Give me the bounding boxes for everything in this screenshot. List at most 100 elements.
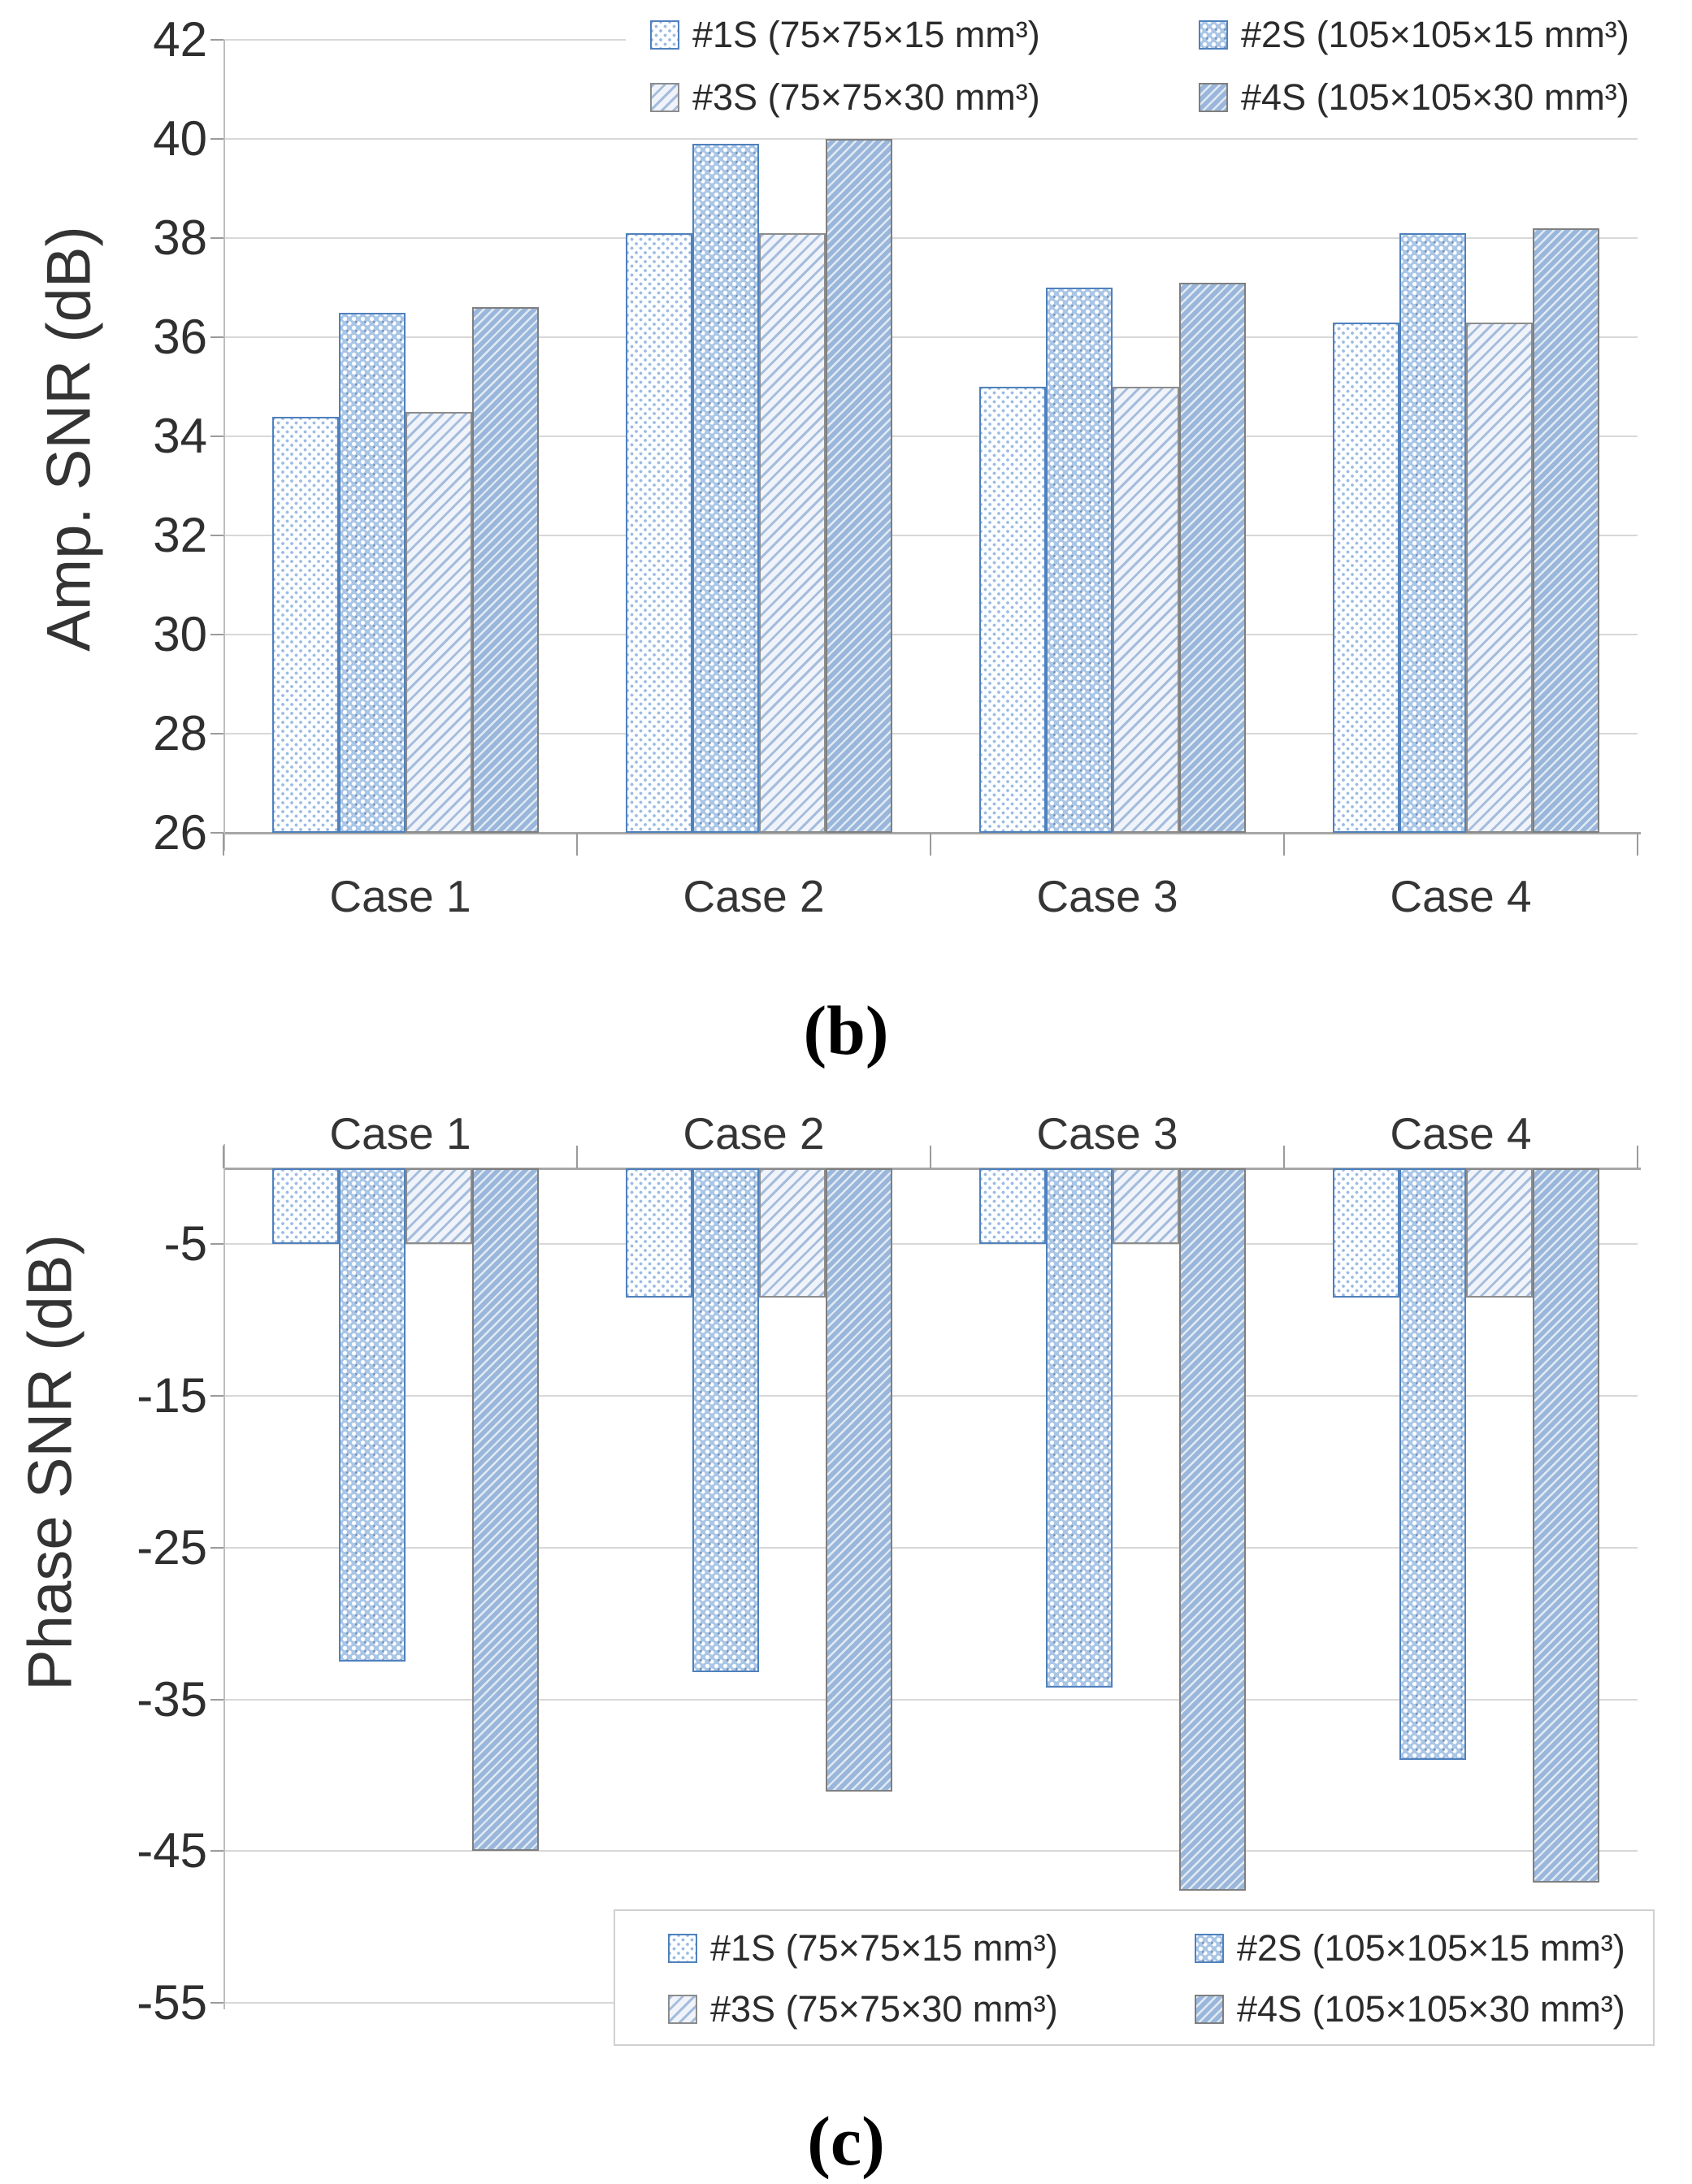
legend-entry-2s: #2S (105×105×15 mm³) [1199, 14, 1629, 56]
bar-4s-case-2 [826, 139, 892, 833]
dot-dense-icon [1195, 1934, 1224, 1963]
bar-2s-case-3 [1046, 288, 1113, 833]
bar-3s-case-2 [759, 1168, 826, 1298]
legend-label-3s: #3S (75×75×30 mm³) [692, 76, 1040, 118]
y-tick-label--25: -25 [137, 1519, 207, 1575]
legend-background [626, 0, 1658, 124]
gridline-38 [223, 237, 1638, 239]
gridline-32 [223, 535, 1638, 536]
category-label-3: Case 3 [1036, 1108, 1178, 1159]
category-label-4: Case 4 [1390, 1108, 1532, 1159]
bar-1s-case-4 [1333, 322, 1399, 833]
y-tick-label-28: 28 [153, 706, 207, 760]
amp-snr-chart: Amp. SNR (dB) 42 40 38 36 34 32 30 28 26 Case 1 Ca… [0, 0, 1692, 967]
y-tick-label-42: 42 [153, 12, 207, 67]
bar-3s-case-1 [406, 411, 472, 833]
bar-3s-case-3 [1113, 387, 1179, 833]
bar-3s-case-4 [1466, 1168, 1533, 1298]
y-tick-42 [210, 39, 223, 41]
y-tick--45 [210, 1850, 223, 1852]
bar-4s-case-3 [1179, 282, 1246, 833]
y-tick-label--35: -35 [137, 1671, 207, 1727]
y-tick-label--45: -45 [137, 1823, 207, 1878]
gridline--15 [223, 1395, 1638, 1398]
bar-2s-case-2 [692, 144, 759, 833]
bar-1s-case-3 [979, 1168, 1046, 1245]
legend-entry-2s: #2S (105×105×15 mm³) [1195, 1927, 1625, 1970]
gridline-36 [223, 336, 1638, 338]
legend-entry-1s: #1S (75×75×15 mm³) [650, 14, 1040, 56]
bar-1s-case-1 [272, 416, 339, 833]
bar-2s-case-4 [1399, 232, 1466, 833]
category-boundary-tick [1283, 1146, 1285, 1168]
gridline-34 [223, 436, 1638, 437]
x-axis-line [223, 832, 1641, 834]
gridline-30 [223, 634, 1638, 635]
panel-label-c: (c) [807, 2102, 885, 2180]
legend-entry-4s: #4S (105×105×30 mm³) [1199, 76, 1629, 119]
bar-1s-case-3 [979, 387, 1046, 833]
legend-entry-4s: #4S (105×105×30 mm³) [1195, 1988, 1625, 2030]
bar-3s-case-2 [759, 232, 826, 833]
category-label-2: Case 2 [683, 1108, 825, 1159]
legend-label-1s: #1S (75×75×15 mm³) [710, 1927, 1058, 1969]
bar-3s-case-1 [406, 1168, 472, 1245]
y-tick-40 [210, 138, 223, 140]
y-tick-38 [210, 237, 223, 239]
legend-entry-3s: #3S (75×75×30 mm³) [650, 76, 1040, 119]
bar-4s-case-4 [1533, 1168, 1599, 1883]
bar-3s-case-4 [1466, 322, 1533, 833]
gridline-28 [223, 733, 1638, 734]
legend-label-1s: #1S (75×75×15 mm³) [692, 14, 1040, 55]
legend-label-2s: #2S (105×105×15 mm³) [1237, 1927, 1625, 1969]
gridline-40 [223, 138, 1638, 140]
category-boundary-tick [1637, 1146, 1638, 1168]
legend-entry-1s: #1S (75×75×15 mm³) [668, 1927, 1058, 1970]
category-boundary-tick [576, 1146, 578, 1168]
y-tick--55 [210, 2002, 223, 2004]
bar-4s-case-1 [472, 307, 539, 833]
bar-1s-case-4 [1333, 1168, 1399, 1298]
gridline--25 [223, 1546, 1638, 1549]
bar-1s-case-1 [272, 1168, 339, 1245]
y-axis-line [223, 40, 225, 851]
y-tick-label--5: -5 [163, 1216, 207, 1272]
category-boundary-tick [930, 833, 931, 856]
legend-label-2s: #2S (105×105×15 mm³) [1241, 14, 1629, 55]
y-tick-label-38: 38 [153, 210, 207, 265]
y-tick-label-30: 30 [153, 607, 207, 661]
y-tick-28 [210, 733, 223, 734]
category-boundary-tick [930, 1146, 931, 1168]
gridline--35 [223, 1698, 1638, 1701]
bar-2s-case-3 [1046, 1168, 1113, 1688]
y-tick--15 [210, 1395, 223, 1398]
panel-label-b: (b) [803, 991, 889, 1069]
bar-2s-case-2 [692, 1168, 759, 1672]
category-boundary-tick [1283, 833, 1285, 856]
y-tick-30 [210, 634, 223, 635]
bar-4s-case-2 [826, 1168, 892, 1792]
y-tick-label-34: 34 [153, 409, 207, 463]
category-boundary-tick [223, 833, 224, 856]
category-label-2: Case 2 [683, 871, 825, 921]
y-axis-line [223, 1144, 225, 2009]
bar-1s-case-2 [626, 1168, 692, 1298]
y-tick-32 [210, 535, 223, 536]
gridline--5 [223, 1243, 1638, 1246]
legend-box [614, 1909, 1655, 2046]
y-tick-label--55: -55 [137, 1975, 207, 2030]
hatch-light-icon [650, 83, 679, 112]
bar-4s-case-1 [472, 1168, 539, 1852]
y-tick-34 [210, 436, 223, 437]
legend-label-3s: #3S (75×75×30 mm³) [710, 1988, 1058, 2030]
category-boundary-tick [223, 1146, 224, 1168]
bar-1s-case-2 [626, 232, 692, 833]
bar-3s-case-3 [1113, 1168, 1179, 1245]
hatch-light-icon [668, 1995, 697, 2024]
y-tick-26 [210, 832, 223, 834]
legend-label-4s: #4S (105×105×30 mm³) [1237, 1988, 1625, 2030]
y-tick--35 [210, 1698, 223, 1701]
category-label-1: Case 1 [329, 871, 471, 921]
category-boundary-tick [1637, 833, 1638, 856]
